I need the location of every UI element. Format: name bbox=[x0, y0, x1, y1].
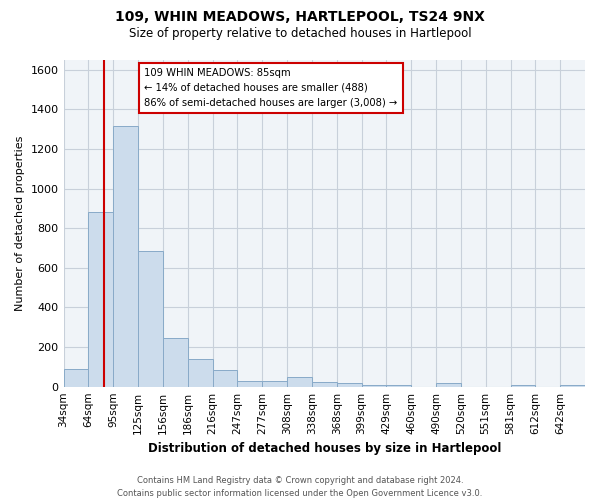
Bar bbox=[262, 381, 287, 386]
Bar bbox=[113, 126, 138, 386]
Bar bbox=[163, 338, 188, 386]
Bar bbox=[511, 385, 535, 386]
Bar bbox=[436, 383, 461, 386]
Bar bbox=[88, 212, 113, 386]
Bar bbox=[337, 383, 362, 386]
Text: 109 WHIN MEADOWS: 85sqm
← 14% of detached houses are smaller (488)
86% of semi-d: 109 WHIN MEADOWS: 85sqm ← 14% of detache… bbox=[145, 68, 398, 108]
Bar bbox=[362, 385, 386, 386]
Bar bbox=[312, 382, 337, 386]
X-axis label: Distribution of detached houses by size in Hartlepool: Distribution of detached houses by size … bbox=[148, 442, 501, 455]
Bar bbox=[238, 381, 262, 386]
Text: Contains HM Land Registry data © Crown copyright and database right 2024.
Contai: Contains HM Land Registry data © Crown c… bbox=[118, 476, 482, 498]
Bar bbox=[212, 370, 238, 386]
Y-axis label: Number of detached properties: Number of detached properties bbox=[15, 136, 25, 311]
Bar bbox=[138, 251, 163, 386]
Text: 109, WHIN MEADOWS, HARTLEPOOL, TS24 9NX: 109, WHIN MEADOWS, HARTLEPOOL, TS24 9NX bbox=[115, 10, 485, 24]
Bar bbox=[386, 385, 411, 386]
Text: Size of property relative to detached houses in Hartlepool: Size of property relative to detached ho… bbox=[128, 28, 472, 40]
Bar bbox=[64, 370, 88, 386]
Bar bbox=[560, 385, 585, 386]
Bar bbox=[287, 377, 312, 386]
Bar bbox=[188, 358, 212, 386]
